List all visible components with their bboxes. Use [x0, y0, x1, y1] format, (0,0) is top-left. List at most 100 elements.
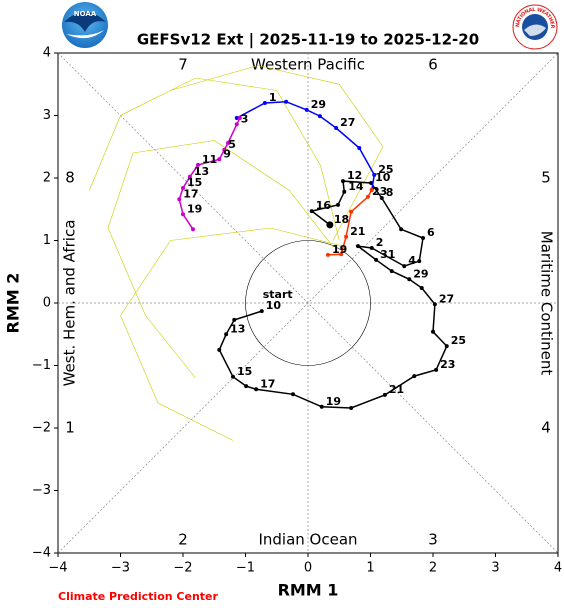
- trajectory-point: [319, 404, 324, 409]
- trajectory-point: [369, 246, 374, 250]
- day-label: 15: [237, 365, 252, 378]
- trajectory-point: [226, 141, 230, 145]
- trajectory-point: [217, 157, 222, 162]
- trajectory-point: [187, 174, 192, 179]
- x-tick-label: −2: [173, 561, 192, 576]
- day-label: 27: [439, 292, 454, 305]
- day-label: 11: [202, 153, 217, 166]
- trajectory-point: [191, 227, 195, 232]
- trajectory-point: [262, 101, 267, 105]
- plot-frame: [57, 52, 559, 554]
- trajectory-point: [421, 236, 425, 240]
- day-label: 19: [187, 202, 202, 215]
- x-tick-label: −1: [236, 561, 255, 576]
- y-tick-label: 4: [43, 46, 51, 61]
- trajectory-point: [284, 99, 289, 104]
- trajectory-point: [237, 116, 242, 120]
- trajectory-point: [217, 347, 222, 352]
- trajectory-point: [407, 277, 412, 282]
- day-label: 21: [350, 225, 365, 238]
- day-label: 2: [376, 236, 384, 249]
- day-label: 13: [230, 322, 245, 335]
- trajectory-point: [341, 179, 345, 184]
- trajectory-point: [291, 392, 295, 397]
- y-tick-label: −2: [32, 421, 51, 436]
- day-label: 21: [389, 383, 404, 396]
- trajectory-point: [432, 302, 437, 307]
- day-label: 9: [223, 147, 231, 160]
- ensemble-line: [170, 65, 384, 241]
- x-tick-label: 0: [304, 561, 312, 576]
- ensemble-line: [89, 77, 340, 241]
- day-label: 8: [386, 186, 394, 199]
- phase-label: 4: [541, 419, 551, 437]
- day-label: 14: [348, 180, 364, 193]
- ensemble-line: [107, 140, 334, 379]
- x-tick-label: 2: [429, 561, 437, 576]
- trajectory-point: [349, 406, 354, 410]
- trajectory-point: [379, 196, 384, 200]
- day-label: 31: [380, 248, 395, 261]
- trajectory-point: [304, 107, 309, 112]
- x-tick-label: 3: [491, 561, 499, 576]
- trajectory-point: [196, 162, 200, 167]
- day-label: 13: [194, 165, 209, 178]
- trajectory-point: [234, 116, 239, 120]
- y-axis-label: RMM 2: [4, 273, 23, 334]
- day-label: 1: [269, 91, 277, 104]
- noaa-text: NOAA: [74, 10, 97, 18]
- day-label: 5: [228, 138, 236, 151]
- day-label: 10: [266, 299, 282, 312]
- trajectory-point: [419, 286, 424, 290]
- day-label: 15: [187, 176, 202, 189]
- region-label: Maritime Continent: [538, 231, 556, 376]
- day-label: 16: [316, 199, 332, 212]
- noaa-logo: NOAA: [62, 2, 108, 48]
- trajectory-point: [374, 257, 379, 262]
- x-tick-label: −4: [48, 561, 67, 576]
- start-label: start: [263, 288, 293, 301]
- trajectory-point: [309, 209, 314, 214]
- day-label: 23: [372, 185, 387, 198]
- chart-title: GEFSv12 Ext | 2025-11-19 to 2025-12-20: [137, 31, 479, 50]
- x-axis-label: RMM 1: [278, 581, 339, 600]
- trajectory-point: [372, 172, 377, 177]
- region-label: Indian Ocean: [258, 531, 357, 549]
- trajectory-point: [369, 187, 374, 192]
- y-tick-label: 0: [43, 296, 51, 311]
- day-label: 27: [340, 116, 355, 129]
- phase-label: 1: [65, 419, 75, 437]
- phase-label: 3: [428, 531, 438, 549]
- trajectory-point: [232, 317, 237, 322]
- trajectory-point: [399, 227, 404, 232]
- day-label: 4: [408, 254, 416, 267]
- y-tick-label: 2: [43, 171, 51, 186]
- trajectory-point: [336, 202, 340, 207]
- trajectory-point: [382, 392, 387, 397]
- y-tick-label: 3: [43, 108, 51, 123]
- trajectory-point: [339, 252, 344, 257]
- trajectory-point: [349, 209, 354, 214]
- phase-label: 7: [178, 56, 188, 74]
- x-tick-label: 4: [554, 561, 562, 576]
- trajectory-point: [344, 234, 349, 239]
- trajectory-point: [326, 252, 330, 257]
- trajectory-point: [317, 114, 322, 119]
- trajectory-point: [366, 194, 370, 199]
- plot-area: 1013151719212325272931246810121416181292…: [89, 65, 466, 441]
- trajectory-point: [412, 374, 417, 379]
- region-label: Western Pacific: [251, 56, 365, 74]
- ensemble-line: [120, 227, 346, 441]
- trajectory-point: [434, 367, 439, 372]
- trajectory-point: [444, 344, 449, 349]
- phase-label: 5: [541, 169, 551, 187]
- trajectory-point: [259, 309, 264, 314]
- trajectory-point: [234, 122, 239, 127]
- trajectory-point: [431, 329, 435, 334]
- x-tick-label: −3: [111, 561, 130, 576]
- y-tick-label: −3: [32, 483, 51, 498]
- day-label: 17: [260, 377, 275, 390]
- day-label: 17: [183, 187, 198, 200]
- trajectory-point: [231, 374, 235, 379]
- trajectory-point: [389, 269, 394, 274]
